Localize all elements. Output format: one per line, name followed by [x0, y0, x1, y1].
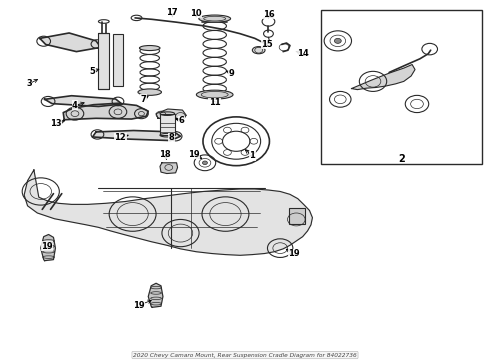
Text: 5: 5 — [90, 67, 96, 76]
Text: 6: 6 — [178, 116, 184, 125]
Bar — [113, 34, 123, 86]
Ellipse shape — [196, 90, 233, 99]
Text: 9: 9 — [228, 69, 234, 78]
Bar — [160, 114, 174, 135]
Text: 15: 15 — [261, 40, 273, 49]
Text: 10: 10 — [190, 9, 202, 18]
Polygon shape — [63, 103, 148, 120]
Polygon shape — [93, 131, 180, 140]
Text: 11: 11 — [209, 98, 221, 107]
Text: 3: 3 — [26, 80, 32, 89]
Circle shape — [334, 39, 341, 43]
Text: 2020 Chevy Camaro Mount, Rear Suspension Cradle Diagram for 84022736: 2020 Chevy Camaro Mount, Rear Suspension… — [133, 352, 357, 357]
Bar — [289, 208, 305, 224]
Ellipse shape — [199, 15, 231, 22]
Text: 13: 13 — [49, 119, 61, 128]
Text: 19: 19 — [188, 150, 200, 159]
Ellipse shape — [252, 46, 265, 54]
Polygon shape — [156, 109, 186, 120]
Text: 19: 19 — [288, 249, 300, 258]
Text: 19: 19 — [41, 242, 53, 251]
Text: 19: 19 — [133, 301, 144, 310]
Ellipse shape — [140, 45, 160, 50]
Bar — [321, 10, 482, 164]
Text: 7: 7 — [141, 95, 146, 104]
Text: 4: 4 — [72, 101, 78, 110]
Text: 18: 18 — [159, 150, 171, 159]
Polygon shape — [351, 64, 415, 90]
Polygon shape — [45, 96, 122, 107]
Polygon shape — [40, 33, 101, 51]
Text: 16: 16 — [263, 10, 274, 19]
Polygon shape — [24, 170, 313, 255]
Circle shape — [202, 161, 207, 165]
Ellipse shape — [138, 89, 161, 95]
Text: 17: 17 — [166, 8, 177, 17]
Polygon shape — [148, 283, 163, 307]
Text: 14: 14 — [297, 49, 309, 58]
Text: 1: 1 — [249, 151, 255, 160]
Polygon shape — [41, 234, 55, 261]
Bar — [98, 33, 109, 89]
Text: 12: 12 — [115, 133, 126, 142]
Polygon shape — [160, 163, 177, 174]
Text: 2: 2 — [398, 154, 405, 164]
Text: 8: 8 — [169, 133, 174, 142]
